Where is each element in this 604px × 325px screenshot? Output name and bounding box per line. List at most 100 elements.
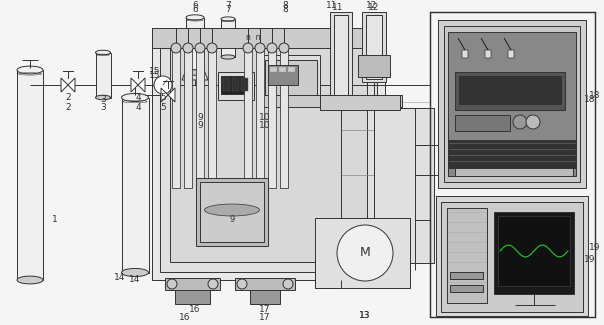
Polygon shape [61, 78, 68, 92]
Bar [320, 95, 400, 110]
Bar [262, 55, 320, 100]
Bar [172, 48, 180, 188]
Ellipse shape [95, 50, 111, 55]
Text: 3: 3 [100, 96, 106, 105]
Polygon shape [168, 88, 175, 102]
Bar [256, 48, 264, 188]
Bar [250, 290, 280, 304]
Bar [315, 218, 410, 288]
Bar [362, 12, 386, 82]
Bar [262, 95, 402, 107]
Ellipse shape [221, 55, 235, 59]
Bar [200, 182, 264, 242]
Ellipse shape [221, 17, 235, 21]
Bar [455, 168, 573, 176]
Ellipse shape [186, 70, 204, 75]
Bar [498, 216, 570, 286]
Bar [441, 202, 583, 312]
Bar [334, 15, 348, 99]
Text: 12: 12 [366, 2, 378, 10]
Text: 17: 17 [259, 314, 271, 322]
Bar [160, 36, 377, 272]
Polygon shape [138, 78, 145, 92]
Bar [279, 67, 286, 72]
Circle shape [237, 279, 247, 289]
Text: 18: 18 [584, 96, 596, 105]
Bar [358, 55, 390, 77]
Bar [450, 285, 483, 292]
Text: 15: 15 [149, 68, 161, 76]
Ellipse shape [121, 268, 149, 277]
Text: 4: 4 [135, 103, 141, 112]
Bar [450, 272, 483, 279]
Text: 6: 6 [192, 2, 198, 10]
Bar [244, 48, 252, 188]
Ellipse shape [95, 95, 111, 100]
Text: 9: 9 [230, 215, 234, 225]
Circle shape [171, 43, 181, 53]
Bar [196, 48, 204, 188]
Text: 9: 9 [197, 113, 203, 123]
Bar [121, 98, 149, 272]
Polygon shape [68, 78, 75, 92]
Text: 2: 2 [65, 93, 71, 101]
Bar [175, 290, 210, 304]
Text: 19: 19 [584, 255, 596, 265]
Bar [186, 18, 204, 72]
Bar [265, 60, 317, 95]
Bar [444, 26, 580, 182]
Bar [494, 212, 574, 294]
Text: 4: 4 [135, 93, 141, 101]
Bar [270, 67, 277, 72]
Bar [170, 46, 367, 262]
Text: 11: 11 [326, 2, 338, 10]
Bar [196, 178, 268, 246]
Circle shape [337, 225, 393, 281]
Text: M: M [359, 246, 370, 259]
Text: 8: 8 [282, 6, 288, 15]
Text: 2: 2 [65, 103, 71, 112]
Bar [184, 48, 192, 188]
Text: 17: 17 [259, 306, 271, 315]
Text: 14: 14 [129, 276, 141, 284]
Bar [165, 278, 220, 290]
Bar [448, 32, 576, 176]
Text: 16: 16 [179, 314, 191, 322]
Bar [366, 15, 382, 79]
Bar [448, 140, 576, 168]
Polygon shape [182, 70, 208, 80]
Ellipse shape [17, 66, 43, 74]
Text: 10: 10 [259, 121, 271, 129]
Bar [208, 48, 216, 188]
Text: 13: 13 [359, 310, 371, 319]
Bar [430, 12, 595, 317]
Text: 15: 15 [149, 71, 161, 80]
Text: 7: 7 [225, 6, 231, 15]
Text: 8: 8 [282, 2, 288, 10]
Bar [288, 67, 295, 72]
Text: 9: 9 [197, 121, 203, 129]
Text: 19: 19 [590, 243, 601, 253]
Polygon shape [481, 38, 491, 58]
Circle shape [183, 43, 193, 53]
Circle shape [255, 43, 265, 53]
Circle shape [154, 76, 172, 94]
Text: 5: 5 [160, 103, 166, 112]
Text: 14: 14 [114, 274, 126, 282]
Text: 6: 6 [192, 6, 198, 15]
Text: 5: 5 [160, 94, 166, 102]
Circle shape [207, 43, 217, 53]
Bar [438, 20, 586, 188]
Bar [447, 208, 487, 303]
Bar [268, 48, 276, 188]
Bar [459, 76, 561, 104]
Ellipse shape [186, 15, 204, 20]
Bar [218, 72, 254, 100]
Bar [95, 53, 111, 98]
Text: 3: 3 [100, 103, 106, 112]
Bar [330, 12, 352, 102]
Bar [241, 78, 248, 91]
Bar [374, 108, 434, 263]
Text: 11: 11 [332, 4, 344, 12]
Text: 13: 13 [359, 310, 371, 319]
